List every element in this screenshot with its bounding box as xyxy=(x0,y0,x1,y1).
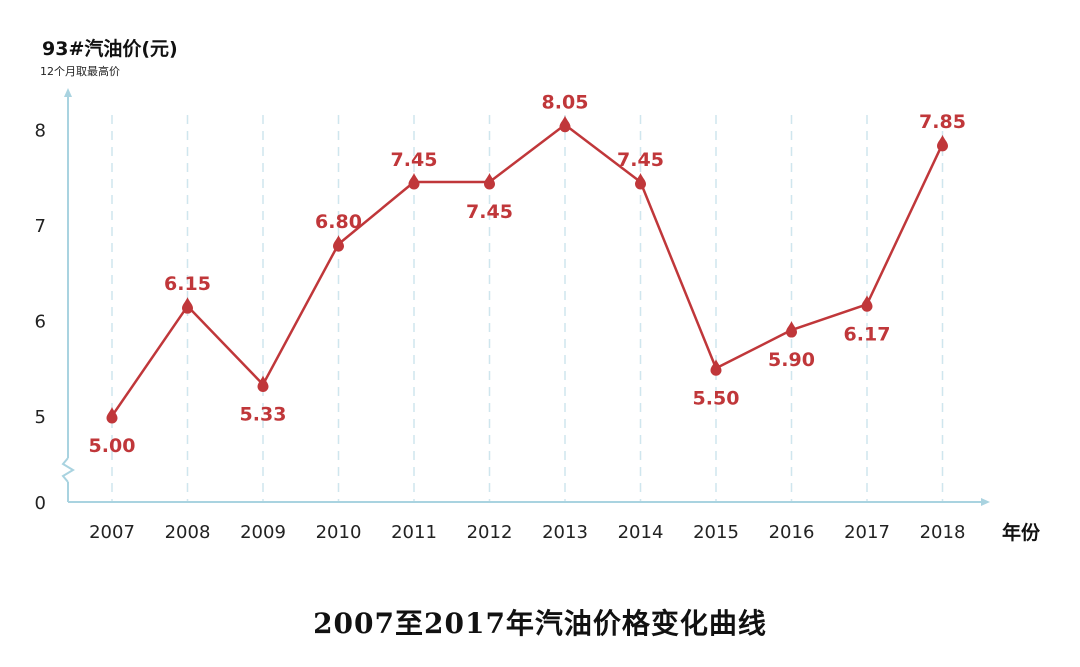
y-tick-label-5: 5 xyxy=(35,407,46,428)
x-tick-label-2011: 2011 xyxy=(391,522,437,543)
data-label-2012: 7.45 xyxy=(466,201,513,223)
y-axis-arrow xyxy=(64,88,72,97)
y-tick-label-8: 8 xyxy=(35,121,46,142)
y-axis-title: 93#汽油价(元) xyxy=(42,38,178,60)
data-label-2007: 5.00 xyxy=(89,435,136,457)
y-axis-subtitle: 12个月取最高价 xyxy=(40,65,120,78)
x-tick-label-2009: 2009 xyxy=(240,522,286,543)
data-label-2017: 6.17 xyxy=(844,323,891,345)
x-tick-label-2014: 2014 xyxy=(618,522,664,543)
x-axis-arrow xyxy=(981,498,990,506)
data-point-2015 xyxy=(710,359,722,376)
x-tick-label-2016: 2016 xyxy=(769,522,815,543)
data-label-2016: 5.90 xyxy=(768,349,815,371)
x-tick-label-2010: 2010 xyxy=(316,522,362,543)
data-label-2015: 5.50 xyxy=(693,387,740,409)
data-point-2014 xyxy=(635,173,646,190)
data-label-2018: 7.85 xyxy=(919,111,966,133)
data-point-2017 xyxy=(861,295,873,312)
data-label-2008: 6.15 xyxy=(164,273,211,295)
data-point-2008 xyxy=(182,297,193,314)
x-tick-label-2018: 2018 xyxy=(920,522,966,543)
data-label-2009: 5.33 xyxy=(240,403,287,425)
data-point-2009 xyxy=(257,375,269,392)
data-label-2013: 8.05 xyxy=(542,92,589,114)
x-tick-label-2015: 2015 xyxy=(693,522,739,543)
x-tick-label-2013: 2013 xyxy=(542,522,588,543)
x-tick-label-2017: 2017 xyxy=(844,522,890,543)
y-tick-label-6: 6 xyxy=(35,312,46,333)
data-label-2011: 7.45 xyxy=(391,149,438,171)
data-label-2014: 7.45 xyxy=(617,149,664,171)
x-tick-label-2012: 2012 xyxy=(467,522,513,543)
data-point-2016 xyxy=(786,321,797,338)
x-axis-title: 年份 xyxy=(1002,522,1041,544)
data-point-2012 xyxy=(484,173,495,190)
data-point-2010 xyxy=(333,235,344,252)
chart-title: 2007至2017年汽油价格变化曲线 xyxy=(313,607,767,640)
y-tick-label-7: 7 xyxy=(35,216,46,237)
x-tick-label-2008: 2008 xyxy=(165,522,211,543)
series-line xyxy=(110,123,944,417)
y-axis-break xyxy=(61,457,75,483)
data-point-2011 xyxy=(408,173,420,190)
y-tick-label-0: 0 xyxy=(35,493,46,514)
data-label-2010: 6.80 xyxy=(315,211,362,233)
data-point-2013 xyxy=(559,115,571,133)
data-point-2007 xyxy=(106,407,118,424)
x-tick-label-2007: 2007 xyxy=(89,522,135,543)
data-point-2018 xyxy=(937,134,948,152)
